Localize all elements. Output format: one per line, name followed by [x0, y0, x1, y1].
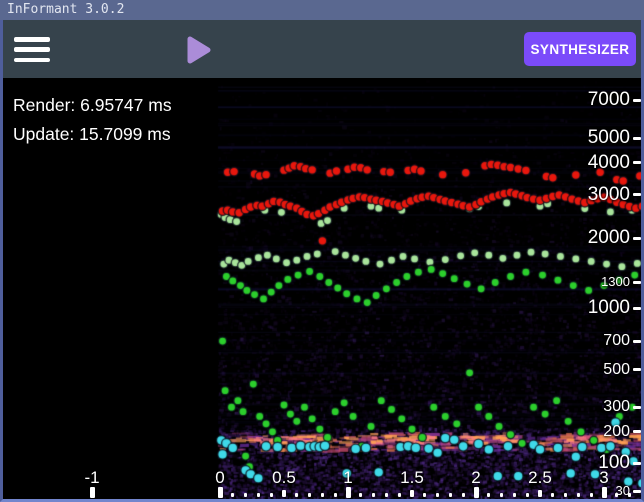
performance-stats: Render: 6.95747 ms Update: 15.7099 ms: [13, 91, 172, 149]
play-button[interactable]: [186, 35, 212, 65]
hamburger-icon: [14, 37, 50, 42]
render-time: Render: 6.95747 ms: [13, 95, 172, 115]
titlebar[interactable]: InFormant 3.0.2: [0, 0, 644, 20]
play-icon: [187, 36, 211, 64]
window-title: InFormant 3.0.2: [7, 2, 125, 17]
synthesizer-button[interactable]: SYNTHESIZER: [524, 32, 636, 66]
plot-area: Render: 6.95747 ms Update: 15.7099 ms 70…: [3, 78, 641, 499]
menu-button[interactable]: [14, 37, 50, 62]
update-time: Update: 15.7099 ms: [13, 124, 171, 144]
toolbar: SYNTHESIZER: [3, 20, 641, 78]
spectrogram-canvas[interactable]: [3, 78, 641, 499]
window-body: SYNTHESIZER Render: 6.95747 ms Update: 1…: [0, 20, 644, 502]
